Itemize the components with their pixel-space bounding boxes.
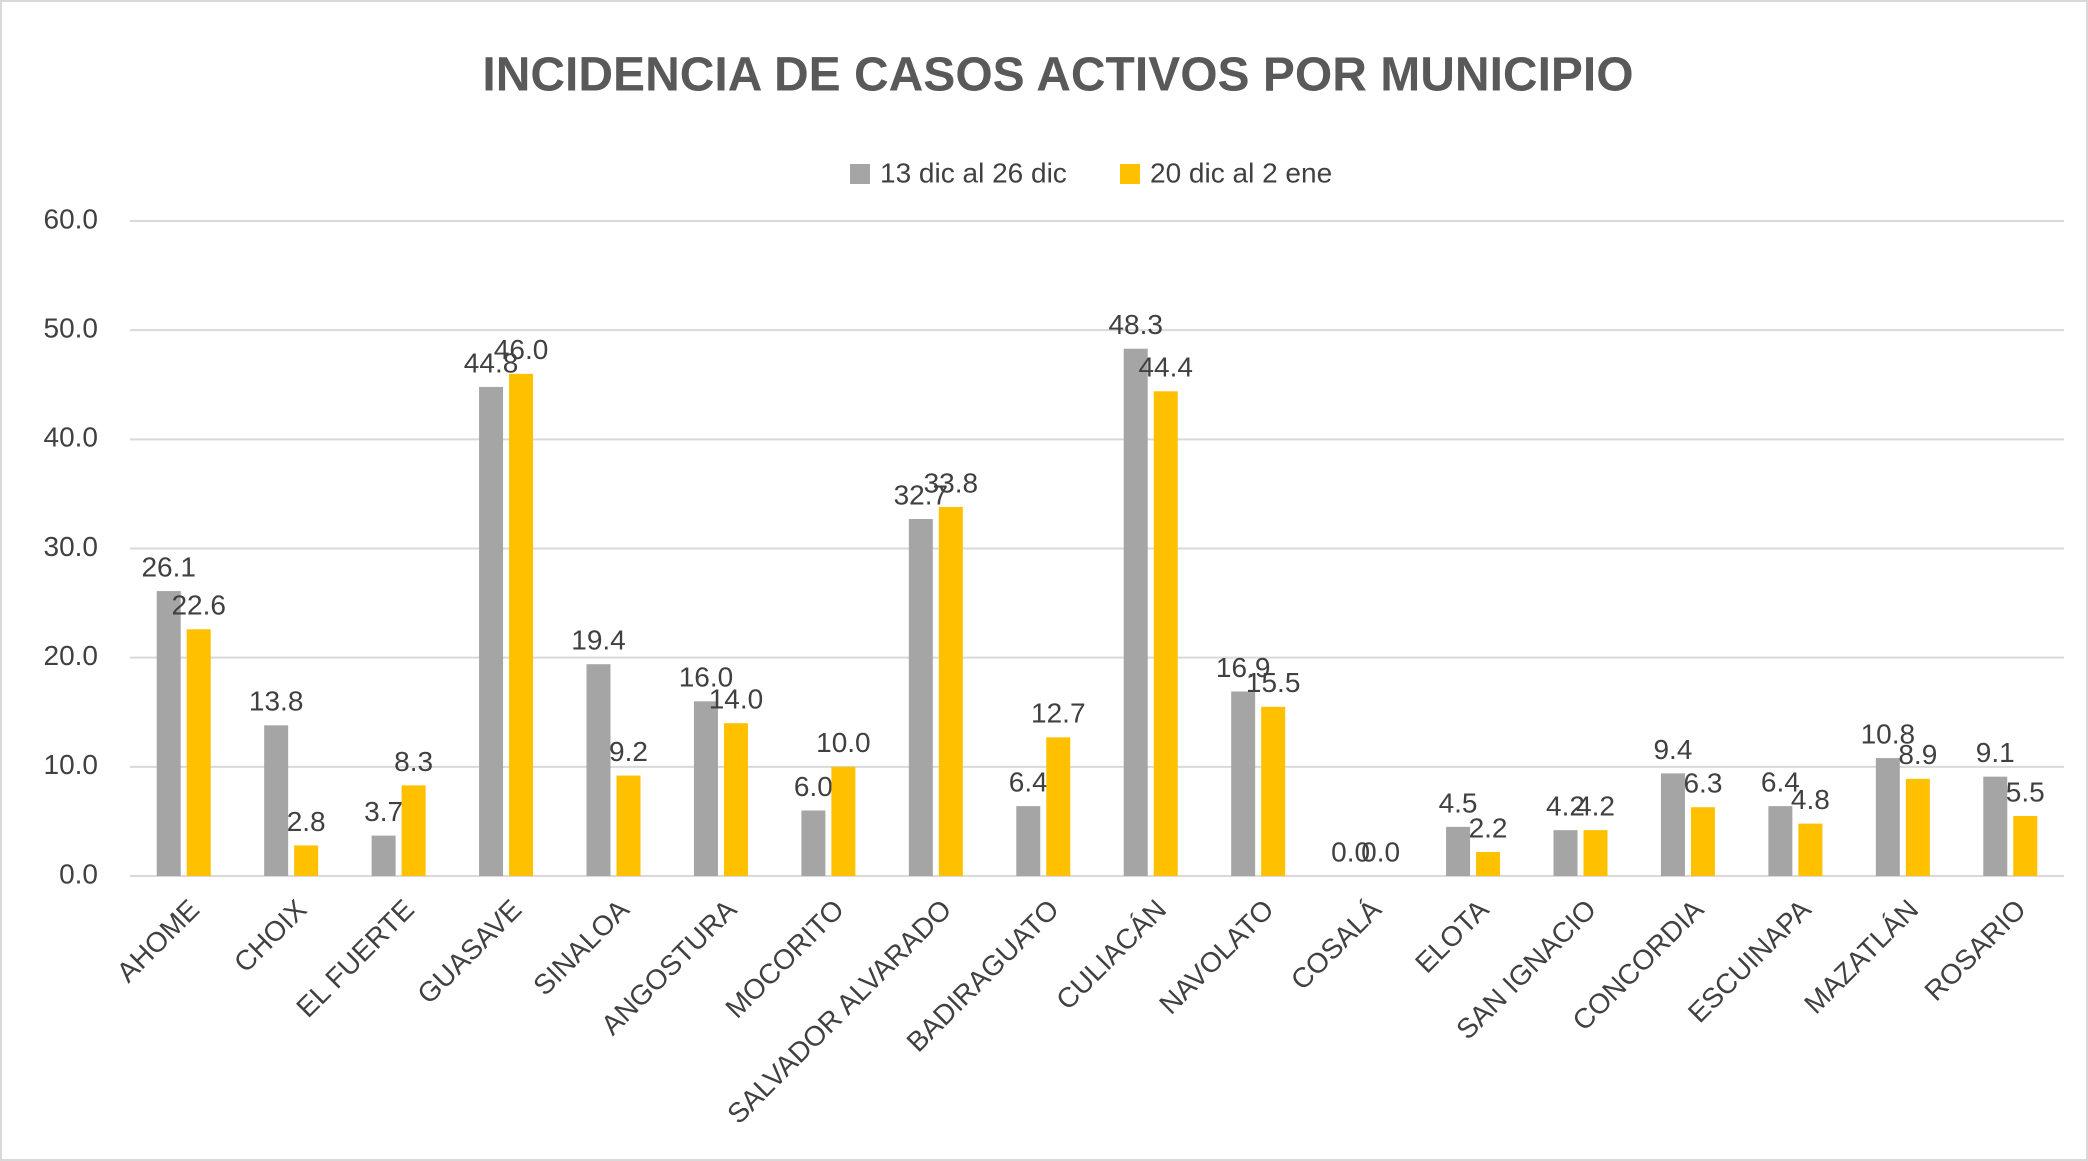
y-tick-label: 10.0 [44, 749, 99, 780]
bar [1123, 348, 1148, 877]
data-label: 2.2 [1469, 812, 1508, 843]
bar [693, 701, 718, 876]
data-label: 48.3 [1108, 309, 1163, 340]
bar [1690, 807, 1715, 876]
data-label: 9.4 [1653, 734, 1692, 765]
data-label: 19.4 [571, 625, 626, 656]
data-label: 10.0 [816, 727, 871, 758]
data-label: 44.4 [1138, 352, 1193, 383]
data-label: 3.7 [364, 796, 403, 827]
data-label: 6.4 [1009, 767, 1048, 798]
bar [1553, 830, 1578, 876]
bar [1446, 826, 1471, 876]
y-tick-label: 30.0 [44, 531, 99, 562]
data-label: 15.5 [1246, 667, 1301, 698]
y-tick-label: 50.0 [44, 313, 99, 344]
data-label: 8.9 [1898, 739, 1937, 770]
data-label: 12.7 [1031, 698, 1086, 729]
data-label: 9.2 [609, 736, 648, 767]
data-label: 4.8 [1791, 784, 1830, 815]
bar [938, 507, 963, 876]
bar [801, 810, 826, 876]
data-label: 4.2 [1576, 791, 1615, 822]
bar [723, 723, 748, 876]
data-label: 6.4 [1761, 767, 1800, 798]
data-label: 33.8 [924, 467, 979, 498]
data-label: 13.8 [249, 686, 304, 717]
legend-swatch [1120, 164, 1140, 184]
bar [1798, 823, 1823, 876]
legend-label: 13 dic al 26 dic [880, 157, 1067, 188]
bar [401, 785, 426, 876]
chart-title: INCIDENCIA DE CASOS ACTIVOS POR MUNICIPI… [482, 49, 1633, 102]
data-label: 6.0 [794, 771, 833, 802]
bar [1583, 830, 1608, 876]
data-label: 44.8 [464, 347, 519, 378]
bar [831, 766, 856, 876]
bar [509, 373, 534, 876]
bar [586, 664, 611, 876]
data-label: 4.2 [1546, 791, 1585, 822]
bar [1905, 778, 1930, 876]
bar [186, 629, 211, 876]
data-label: 5.5 [2006, 776, 2045, 807]
bar [1046, 737, 1071, 876]
data-label: 22.6 [171, 590, 226, 621]
y-tick-label: 20.0 [44, 640, 99, 671]
bar [1875, 758, 1900, 876]
bar [2013, 815, 2038, 876]
bar [371, 835, 396, 876]
bar [479, 386, 504, 876]
data-label: 9.1 [1976, 737, 2015, 768]
bar [264, 725, 289, 876]
data-label: 32.7 [894, 479, 949, 510]
data-label: 8.3 [394, 746, 433, 777]
y-tick-label: 60.0 [44, 203, 99, 234]
bar [1231, 691, 1256, 876]
bar [1768, 806, 1793, 876]
data-label: 46.0 [494, 334, 549, 365]
data-label: 2.8 [287, 806, 326, 837]
bar [156, 591, 181, 876]
data-label: 0.0 [1331, 836, 1370, 867]
y-tick-label: 40.0 [44, 422, 99, 453]
bar [1660, 773, 1685, 876]
data-label: 0.0 [1361, 836, 1400, 867]
data-label: 16.0 [679, 662, 734, 693]
data-label: 16.9 [1216, 652, 1271, 683]
bar [1476, 851, 1501, 876]
data-label: 14.0 [709, 684, 764, 715]
bar [908, 519, 933, 876]
data-label: 6.3 [1683, 768, 1722, 799]
data-label: 26.1 [141, 551, 196, 582]
data-label: 10.8 [1861, 718, 1916, 749]
legend-label: 20 dic al 2 ene [1150, 157, 1332, 188]
bar [294, 845, 319, 876]
bar [1983, 776, 2008, 876]
legend-swatch [850, 164, 870, 184]
data-label: 4.5 [1439, 787, 1478, 818]
bar [1261, 706, 1286, 876]
bar [1016, 806, 1041, 876]
bar [616, 775, 641, 876]
y-tick-label: 0.0 [59, 858, 98, 889]
bar [1153, 391, 1178, 876]
